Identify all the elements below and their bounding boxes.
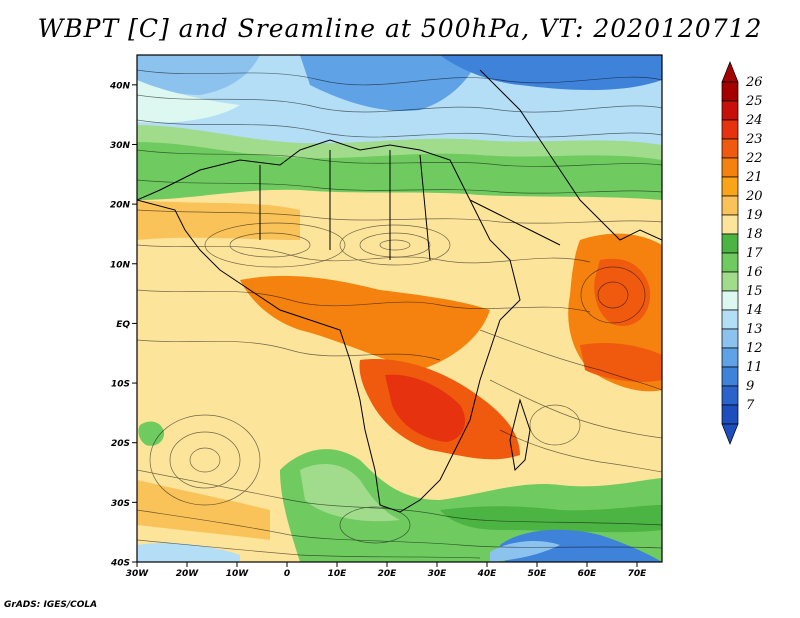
colorbar-label: 14 [746, 303, 763, 318]
blue-patch-north-3 [137, 55, 260, 95]
lat-tick-label: 10S [111, 380, 130, 390]
lon-tick-label: 20W [176, 569, 200, 579]
colorbar-swatch [721, 366, 739, 387]
colorbar-swatch [721, 157, 739, 178]
pale-patch-north [137, 80, 240, 123]
lat-tick-label: EQ [116, 320, 130, 330]
lat-tick-label: 30S [111, 499, 130, 509]
colorbar-swatch [721, 309, 739, 330]
colorbar-label: 9 [746, 379, 754, 394]
colorbar-swatch [721, 233, 739, 254]
blue-patch-sw [137, 543, 240, 562]
colorbar-swatch [721, 119, 739, 140]
longitude-axis: 30W 20W 10W 0 10E 20E 30E 40E 50E 60E 70E [126, 562, 647, 579]
colorbar-swatch [721, 252, 739, 273]
colorbar-label: 16 [746, 265, 763, 280]
colorbar-label: 24 [745, 113, 763, 128]
lon-tick-label: 50E [528, 569, 548, 579]
lon-tick-label: 10E [328, 569, 348, 579]
colorbar-label: 18 [746, 227, 763, 242]
colorbar-label: 19 [746, 208, 763, 223]
lat-tick-label: 20N [110, 201, 131, 211]
lat-tick-label: 30N [110, 141, 131, 151]
colorbar-swatch [721, 100, 739, 121]
colorbar-label: 25 [745, 94, 763, 109]
colorbar-label: 23 [745, 132, 763, 147]
lightblue-patch-south [490, 540, 560, 562]
lon-tick-label: 30E [428, 569, 448, 579]
colorbar-label: 26 [745, 75, 763, 90]
colorbar-label: 12 [746, 341, 763, 356]
lat-tick-label: 10N [110, 260, 131, 270]
colorbar-label: 22 [745, 151, 763, 166]
lon-tick-label: 0 [284, 569, 290, 579]
warm-region-east-2 [580, 343, 662, 382]
colorbar-label: 11 [746, 360, 763, 375]
light-green-strip [137, 125, 662, 160]
colorbar-swatch [721, 214, 739, 235]
colorbar-swatch [721, 195, 739, 216]
colorbar-bottom-triangle [721, 423, 739, 445]
blue-patch-south [500, 529, 662, 562]
colorbar-swatch [721, 138, 739, 159]
lon-tick-label: 60E [578, 569, 598, 579]
lon-tick-label: 40E [477, 569, 498, 579]
chart-title: WBPT [C] and Sreamline at 500hPa, VT: 20… [37, 14, 763, 43]
green-spot-west [138, 421, 165, 446]
lat-tick-label: 40S [110, 559, 130, 569]
warm-band-west [137, 200, 300, 240]
darkgreen-south [440, 505, 662, 533]
colorbar-swatch [721, 271, 739, 292]
colorbar-swatch [721, 347, 739, 368]
colorbar-swatch [721, 290, 739, 311]
colorbar-swatch [721, 404, 739, 425]
colorbar-swatch [721, 176, 739, 197]
map-frame [136, 54, 663, 563]
wbpt-field [137, 55, 662, 562]
hot-core-africa [385, 374, 465, 442]
lon-tick-label: 20E [378, 569, 398, 579]
blue-patch-north [300, 55, 480, 111]
colorbar-swatch [721, 328, 739, 349]
colorbar-top-triangle [721, 61, 739, 83]
lat-tick-label: 20S [111, 439, 130, 449]
colorbar-label: 21 [745, 170, 763, 185]
country-borders [137, 69, 662, 513]
lon-tick-label: 30W [126, 569, 150, 579]
colorbar: 26 25 24 23 22 21 20 19 18 17 16 15 14 13 12 11 9 7 [721, 61, 763, 445]
colorbar-label: 15 [746, 284, 763, 299]
colorbar-swatch [721, 385, 739, 406]
warm-region-tropics [240, 275, 490, 370]
colorbar-label: 7 [746, 398, 755, 413]
lat-tick-label: 40N [109, 81, 131, 91]
lon-tick-label: 70E [628, 569, 648, 579]
latitude-axis: 40N 30N 20N 10N EQ 10S 20S 30S 40S [109, 81, 137, 569]
credit-text: GrADS: IGES/COLA [4, 600, 98, 610]
colorbar-label: 13 [746, 322, 763, 337]
streamlines [137, 69, 662, 559]
lon-tick-label: 10W [226, 569, 250, 579]
colorbar-swatch [721, 81, 739, 102]
blue-patch-north-2 [440, 55, 662, 90]
colorbar-label: 17 [746, 246, 763, 261]
colorbar-label: 20 [745, 189, 763, 204]
